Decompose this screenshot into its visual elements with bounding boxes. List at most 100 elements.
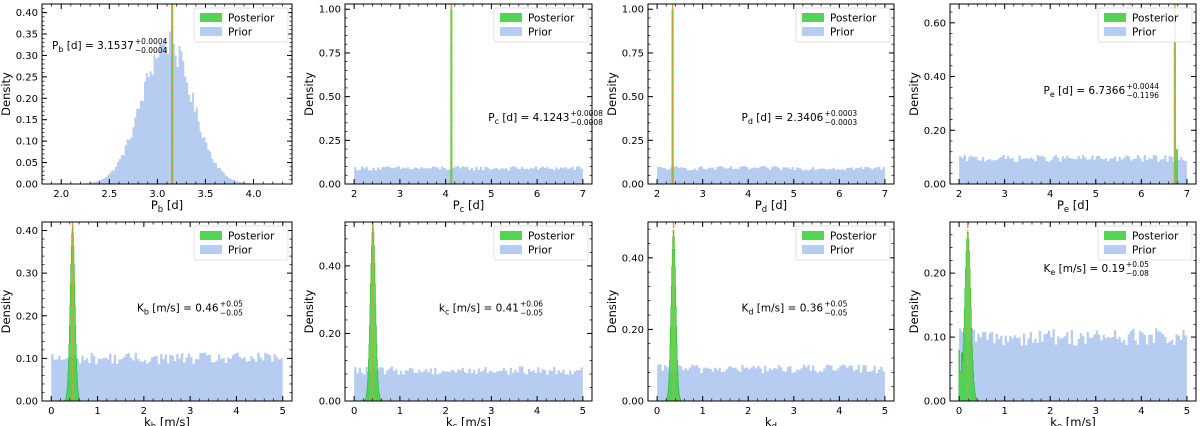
x-tick-label: 3.0: [149, 189, 165, 200]
x-tick-label: 2: [141, 406, 147, 417]
annotation-var: P: [52, 40, 58, 52]
x-tick-label: 6: [836, 189, 842, 200]
x-tick-label: 1: [94, 406, 100, 417]
annotation-var: K: [741, 303, 749, 315]
x-tick-label: 5: [280, 406, 286, 417]
x-axis-label-unit: [d]: [767, 198, 787, 212]
x-axis-label-unit: [m/s]: [1062, 415, 1096, 426]
annotation-var: k: [439, 303, 446, 315]
x-axis-label: Pc [d]: [453, 198, 485, 215]
x-axis-label: ke [m/s]: [1050, 415, 1096, 426]
legend-swatch-posterior: [802, 13, 824, 22]
chart-panel-kd: 0123450.000.200.40DensitykdPosteriorPrio…: [605, 221, 895, 426]
axes-frame: [647, 221, 895, 402]
y-tick-label: 0.75: [622, 48, 644, 59]
y-tick-label: 0.05: [16, 158, 38, 169]
y-tick-label: 0.10: [924, 333, 946, 344]
annotation-sub: c: [495, 117, 499, 126]
x-tick-label: 2: [745, 406, 751, 417]
annotation-unit: [d] =: [499, 112, 533, 124]
x-axis-label-unit: [m/s]: [156, 415, 190, 426]
legend-label: Posterior: [830, 13, 877, 25]
legend-label: Posterior: [228, 231, 275, 243]
posterior-shoulder: [1175, 149, 1178, 184]
annotation-value: 0.19: [1102, 263, 1125, 275]
y-tick-label: 0.75: [319, 48, 341, 59]
y-tick-label: 1.00: [622, 5, 644, 16]
legend-label: Posterior: [1132, 231, 1179, 243]
legend-label: Prior: [830, 245, 855, 257]
x-tick-label: 3: [1093, 406, 1099, 417]
annotation-unit: [m/s] =: [753, 303, 799, 315]
chart-panel-Pe: 2 3 4 5 6 7 0.00 0.20 0.40 0.60 Density Pe [d] Poste…: [907, 3, 1197, 215]
legend-swatch-posterior: [500, 13, 522, 22]
y-tick-label: 0.15: [16, 115, 38, 126]
x-tick-label: 5: [882, 406, 888, 417]
annotation-text: Pc [d] = 4.1243: [488, 112, 569, 126]
x-tick-label: 3: [1001, 189, 1007, 200]
x-axis-label-var: P: [453, 198, 460, 212]
prior-histogram: [354, 166, 583, 184]
x-tick-label: 1: [1001, 406, 1007, 417]
annotation-text: Kb [m/s] = 0.46: [137, 303, 219, 317]
y-tick-label: 0.20: [924, 269, 946, 280]
prior-histogram: [959, 154, 1187, 184]
annotation-plus-error: +0.05: [824, 300, 847, 309]
plot-area: [955, 222, 1187, 401]
x-axis-label-var: k: [446, 415, 453, 426]
y-axis-label: Density: [0, 289, 13, 333]
y-tick-label: 0.40: [319, 261, 341, 272]
annotation-text: Ke [m/s] = 0.19: [1043, 263, 1124, 277]
annotation-minus-error: −0.0004: [135, 46, 168, 55]
x-tick-label: 1: [397, 406, 403, 417]
x-tick-label: 0: [351, 406, 357, 417]
legend-label: Posterior: [528, 231, 575, 243]
y-tick-label: 0.00: [319, 180, 341, 191]
annotation-minus-error: −0.08: [1126, 269, 1149, 278]
legend-swatch-prior: [200, 245, 222, 254]
x-tick-label: 0: [48, 406, 54, 417]
annotation-text: Pb [d] = 3.1537: [52, 40, 134, 54]
x-tick-label: 4: [442, 189, 448, 200]
annotation-unit: [d] =: [1055, 85, 1089, 97]
y-tick-label: 0.00: [319, 397, 341, 408]
y-tick-label: 0.20: [319, 329, 341, 340]
x-tick-label: 7: [1184, 189, 1190, 200]
x-axis-label-var: k: [144, 415, 151, 426]
x-tick-label: 4: [1138, 406, 1144, 417]
x-tick-label: 0: [654, 406, 660, 417]
x-tick-label: 2.0: [53, 189, 69, 200]
legend-swatch-prior: [1104, 27, 1126, 36]
x-tick-label: 2: [654, 189, 660, 200]
parameter-annotation: Kb [m/s] = 0.46 +0.05−0.05: [137, 300, 243, 318]
legend-label: Posterior: [1132, 13, 1179, 25]
y-tick-label: 0.25: [622, 136, 644, 147]
legend-swatch-prior: [802, 245, 824, 254]
annotation-value: 6.7366: [1088, 85, 1125, 97]
plot-area: [354, 222, 583, 401]
prior-histogram: [657, 364, 885, 401]
axes-frame: [41, 221, 293, 402]
y-tick-label: 0.20: [924, 126, 946, 137]
annotation-plus-error: +0.05: [1126, 260, 1149, 269]
annotation-text: Pe [d] = 6.7366: [1043, 85, 1125, 99]
x-axis-label-unit: [d]: [464, 198, 484, 212]
y-tick-label: 0.00: [622, 397, 644, 408]
x-tick-label: 5: [791, 189, 797, 200]
annotation-sub: d: [748, 308, 753, 317]
legend-label: Prior: [830, 27, 855, 39]
x-tick-label: 7: [580, 189, 586, 200]
prior-histogram: [51, 352, 283, 401]
x-tick-label: 4: [745, 189, 751, 200]
x-axis-label-sub: e: [1064, 205, 1069, 215]
annotation-minus-error: −0.0008: [570, 118, 603, 127]
x-axis-label: Pd [d]: [755, 198, 787, 215]
annotation-minus-error: −0.0003: [825, 118, 858, 127]
x-tick-label: 2: [442, 406, 448, 417]
annotation-var: P: [488, 112, 494, 124]
y-tick-label: 0.20: [16, 311, 38, 322]
legend-label: Prior: [1132, 27, 1157, 39]
